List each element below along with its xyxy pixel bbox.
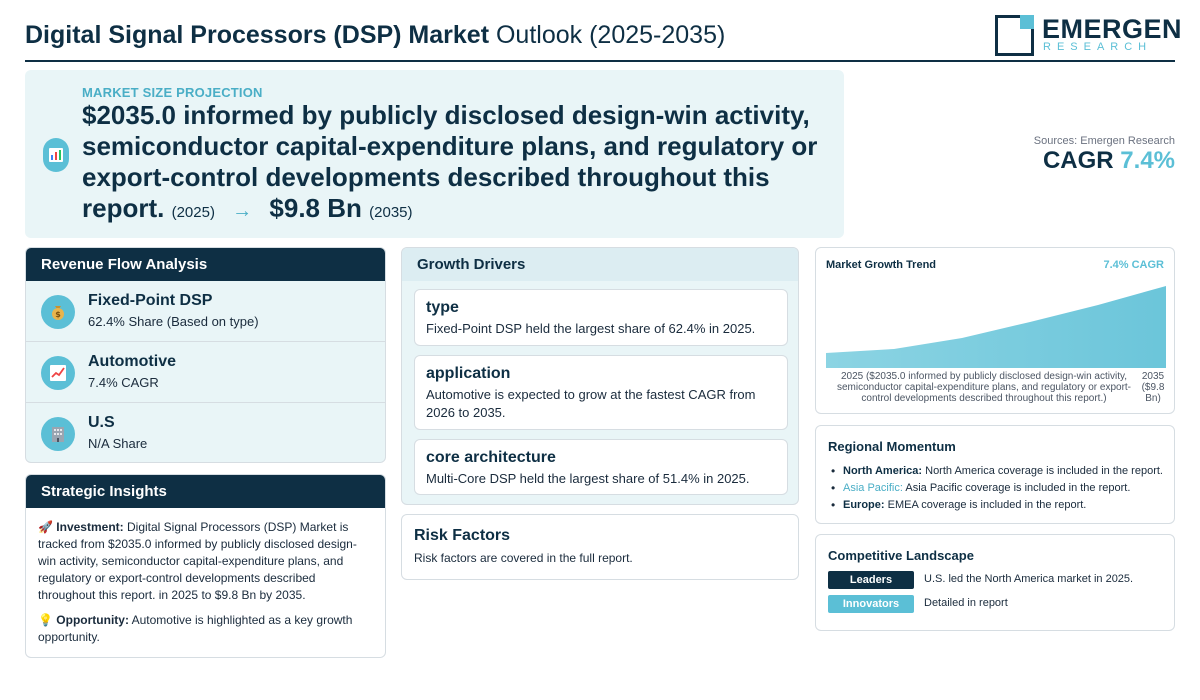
growth-drivers-title: Growth Drivers xyxy=(402,248,798,281)
logo-mark-icon xyxy=(995,15,1034,56)
regional-momentum-title: Regional Momentum xyxy=(828,439,956,454)
investment-text: Digital Signal Processors (DSP) Market i… xyxy=(38,520,357,602)
driver-card: type Fixed-Point DSP held the largest sh… xyxy=(414,289,788,346)
risk-factors-desc: Risk factors are covered in the full rep… xyxy=(414,551,633,565)
leaders-row: Leaders U.S. led the North America marke… xyxy=(828,571,1168,589)
strategic-insights-panel: Strategic Insights 🚀 Investment: Digital… xyxy=(25,474,386,658)
driver-card: core architecture Multi-Core DSP held th… xyxy=(414,439,788,495)
hero-start-year: (2025) xyxy=(171,204,215,221)
emergen-logo: EMERGEN RESEARCH xyxy=(995,14,1182,56)
revenue-item: U.S N/A Share xyxy=(26,403,385,462)
logo-sub-text: RESEARCH xyxy=(1043,41,1153,53)
svg-text:$: $ xyxy=(55,310,61,319)
opportunity-label: Opportunity: xyxy=(56,613,129,627)
strategic-insights-title: Strategic Insights xyxy=(26,475,385,508)
trend-area-chart xyxy=(826,286,1166,368)
regional-list: North America: North America coverage is… xyxy=(830,463,1163,514)
hero-label: MARKET SIZE PROJECTION xyxy=(82,85,263,100)
money-bag-icon: $ xyxy=(41,295,75,329)
driver-name: core architecture xyxy=(426,449,556,466)
revenue-item: Automotive 7.4% CAGR xyxy=(26,342,385,403)
innovators-badge: Innovators xyxy=(828,595,914,613)
driver-desc: Multi-Core DSP held the largest share of… xyxy=(426,471,750,486)
lightbulb-icon: 💡 xyxy=(38,613,53,627)
driver-card: application Automotive is expected to gr… xyxy=(414,355,788,430)
rocket-icon: 🚀 xyxy=(38,520,53,534)
market-size-hero: MARKET SIZE PROJECTION $2035.0 informed … xyxy=(25,70,844,238)
opportunity-text: Automotive is highlighted as a key growt… xyxy=(38,613,353,644)
driver-name: application xyxy=(426,365,511,382)
page-title: Digital Signal Processors (DSP) Market O… xyxy=(25,21,725,50)
list-item: Europe: EMEA coverage is included in the… xyxy=(830,497,1163,514)
trend-title: Market Growth Trend xyxy=(826,259,937,271)
investment-label: Investment: xyxy=(56,520,124,534)
trend-x-end-label: 2035 ($9.8 Bn) xyxy=(1141,371,1165,404)
trend-area xyxy=(826,286,1166,368)
revenue-flow-panel: Revenue Flow Analysis $ Fixed-Point DSP … xyxy=(25,247,386,463)
list-item: Asia Pacific: Asia Pacific coverage is i… xyxy=(830,480,1163,497)
bar-chart-icon xyxy=(43,138,69,172)
region-name: Asia Pacific: xyxy=(843,482,903,494)
page-title-bold: Digital Signal Processors (DSP) Market xyxy=(25,21,490,49)
revenue-item-name: Fixed-Point DSP xyxy=(88,292,213,309)
revenue-item-name: U.S xyxy=(88,414,115,431)
region-text: Asia Pacific coverage is included in the… xyxy=(905,482,1131,494)
driver-desc: Automotive is expected to grow at the fa… xyxy=(426,387,756,420)
revenue-item-sub: 62.4% Share (Based on type) xyxy=(88,314,259,329)
competitive-landscape-panel: Competitive Landscape Leaders U.S. led t… xyxy=(815,534,1175,631)
revenue-item: $ Fixed-Point DSP 62.4% Share (Based on … xyxy=(26,281,385,342)
region-text: North America coverage is included in th… xyxy=(925,465,1163,477)
driver-name: type xyxy=(426,299,459,316)
trending-chart-icon xyxy=(41,356,75,390)
innovators-text: Detailed in report xyxy=(924,597,1008,609)
logo-main-text: EMERGEN xyxy=(1042,14,1183,44)
cagr-label: CAGR xyxy=(1042,147,1114,174)
cagr-summary: CAGR 7.4% xyxy=(1043,147,1175,175)
risk-factors-title: Risk Factors xyxy=(414,527,511,544)
building-icon xyxy=(41,417,75,451)
revenue-flow-title: Revenue Flow Analysis xyxy=(26,248,385,281)
sources-text: Sources: Emergen Research xyxy=(1033,135,1175,147)
trend-cagr: 7.4% CAGR xyxy=(1103,259,1164,271)
risk-factors-panel: Risk Factors Risk factors are covered in… xyxy=(401,514,799,580)
innovators-row: Innovators Detailed in report xyxy=(828,595,1168,613)
region-text: EMEA coverage is included in the report. xyxy=(887,499,1087,511)
trend-x-start-label: 2025 ($2035.0 informed by publicly discl… xyxy=(836,371,1132,404)
leaders-text: U.S. led the North America market in 202… xyxy=(924,573,1134,585)
cagr-value: 7.4% xyxy=(1120,147,1175,174)
list-item: North America: North America coverage is… xyxy=(830,463,1163,480)
revenue-item-name: Automotive xyxy=(88,353,176,370)
revenue-item-sub: 7.4% CAGR xyxy=(88,375,159,390)
revenue-item-sub: N/A Share xyxy=(88,436,148,451)
arrow-right-icon: → xyxy=(232,200,253,222)
regional-momentum-panel: Regional Momentum North America: North A… xyxy=(815,425,1175,524)
page-header: Digital Signal Processors (DSP) Market O… xyxy=(25,12,1182,62)
opportunity-insight: 💡 Opportunity: Automotive is highlighted… xyxy=(38,612,373,646)
hero-start-value: $2035.0 informed by publicly disclosed d… xyxy=(82,100,818,223)
page-title-light: Outlook (2025-2035) xyxy=(495,21,726,49)
investment-insight: 🚀 Investment: Digital Signal Processors … xyxy=(38,519,373,604)
leaders-badge: Leaders xyxy=(828,571,914,589)
hero-end-year: (2035) xyxy=(369,204,413,221)
hero-end-value: $9.8 Bn xyxy=(269,193,362,223)
market-growth-trend-panel: Market Growth Trend 7.4% CAGR 2025 ($203… xyxy=(815,247,1175,414)
hero-projection: $2035.0 informed by publicly disclosed d… xyxy=(82,100,832,228)
region-name: Europe: xyxy=(843,499,885,511)
region-name: North America: xyxy=(843,465,923,477)
driver-desc: Fixed-Point DSP held the largest share o… xyxy=(426,321,756,336)
growth-drivers-panel: Growth Drivers type Fixed-Point DSP held… xyxy=(401,247,799,505)
competitive-landscape-title: Competitive Landscape xyxy=(828,548,974,563)
strategic-insights-body: 🚀 Investment: Digital Signal Processors … xyxy=(26,508,385,646)
